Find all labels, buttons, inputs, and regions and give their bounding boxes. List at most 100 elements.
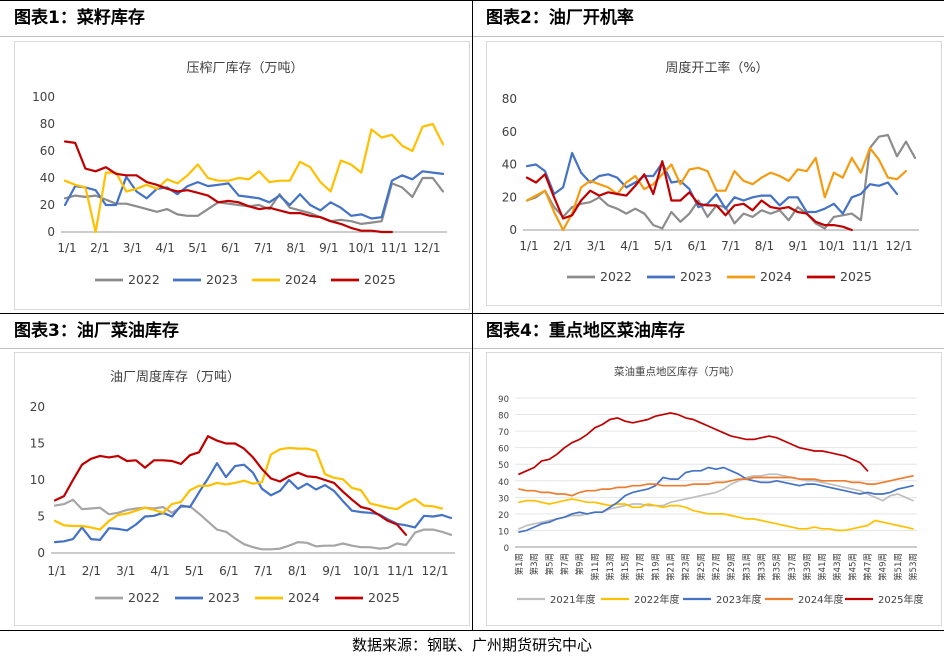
series-line-2025 — [63, 140, 393, 234]
x-tick-label: 第19周 — [650, 553, 661, 581]
legend-item-2025: 2025 — [807, 269, 872, 284]
y-tick-label: 80 — [40, 117, 55, 131]
x-tick-label: 第43周 — [832, 553, 843, 581]
y-tick-label: 20 — [502, 190, 517, 204]
panel-1-title: 图表1：菜籽库存 — [14, 8, 145, 28]
series-line-2021年度 — [518, 473, 914, 530]
y-tick-label: 40 — [498, 478, 509, 488]
x-tick-label: 第31周 — [741, 553, 752, 581]
legend-item-2023: 2023 — [647, 269, 712, 284]
x-tick-label: 第5周 — [544, 553, 555, 575]
y-tick-label: 60 — [502, 125, 517, 139]
y-tick-label: 5 — [37, 510, 45, 524]
x-tick-label: 4/1 — [150, 564, 169, 578]
x-tick-label: 第15周 — [620, 553, 631, 581]
x-tick-label: 6/1 — [219, 564, 238, 578]
chart-4-container: 菜油重点地区库存（万吨） 0 10 20 30 40 50 60 70 80 90 第1周 第3周 第5周… — [486, 352, 942, 626]
series-line-2025 — [53, 435, 408, 536]
x-tick-label: 第13周 — [605, 553, 616, 581]
x-tick-label: 1/1 — [57, 241, 76, 255]
x-tick-label: 第25周 — [696, 553, 707, 581]
x-tick-label: 4/1 — [620, 239, 639, 253]
legend-label: 2024 — [288, 590, 320, 605]
legend-label: 2023 — [680, 269, 712, 284]
chart-1-rapeseed-inventory: 压榨厂库存（万吨） 0 20 40 60 80 100 1/1 2/1 3/1 4/1 5/1 6/1 7… — [32, 60, 447, 287]
chart-3-container: 油厂周度库存（万吨） 0 5 10 15 20 1/1 2/1 3/1 4/1 5/1 6/1 7/1 8… — [14, 352, 470, 626]
legend-item-2024年度: 2024年度 — [765, 593, 843, 606]
chart-2-crush-rate: 周度开工率（%） 0 20 40 60 80 1/1 2/1 3/1 4/1 5/1 6/1 7/1 8/… — [502, 60, 919, 284]
series-line-2024 — [525, 146, 908, 232]
x-tick-label: 第51周 — [893, 553, 904, 581]
x-tick-label: 7/1 — [254, 241, 273, 255]
legend-item-2024: 2024 — [252, 272, 317, 287]
y-tick-label: 10 — [30, 473, 45, 487]
legend-label: 2022年度 — [634, 593, 679, 606]
x-tick-label: 8/1 — [286, 241, 305, 255]
legend-label: 2022 — [600, 269, 632, 284]
y-tick-label: 30 — [498, 494, 509, 504]
legend-item-2024: 2024 — [727, 269, 792, 284]
y-tick-label: 0 — [37, 546, 45, 560]
x-tick-label: 11/1 — [387, 564, 414, 578]
x-tick-label: 第33周 — [756, 553, 767, 581]
x-tick-label: 第49周 — [878, 553, 889, 581]
x-tick-label: 第53周 — [908, 553, 919, 581]
legend-item-2024: 2024 — [255, 590, 320, 605]
frame-center-divider — [472, 0, 473, 630]
x-tick-label: 10/1 — [818, 239, 845, 253]
x-tick-label: 第1周 — [514, 553, 525, 575]
chart-title: 油厂周度库存（万吨） — [110, 369, 240, 385]
x-tick-label: 第27周 — [711, 553, 722, 581]
series-line-2023 — [63, 170, 445, 220]
legend-label: 2025 — [840, 269, 872, 284]
x-tick-label: 7/1 — [721, 239, 740, 253]
x-tick-label: 2/1 — [553, 239, 572, 253]
chart-2-container: 周度开工率（%） 0 20 40 60 80 1/1 2/1 3/1 4/1 5/1 6/1 7/1 8/… — [486, 41, 942, 306]
x-tick-label: 第11周 — [590, 553, 601, 581]
x-tick-label: 4/1 — [156, 241, 175, 255]
series-line-2024 — [63, 122, 445, 234]
x-tick-label: 5/1 — [654, 239, 673, 253]
legend-label: 2021年度 — [550, 593, 595, 606]
x-tick-label: 8/1 — [755, 239, 774, 253]
frame-bottom-border — [0, 630, 944, 631]
series-line-2023年度 — [518, 466, 914, 533]
x-tick-label: 第45周 — [847, 553, 858, 581]
legend-item-2023年度: 2023年度 — [683, 593, 761, 606]
x-tick-label: 9/1 — [322, 564, 341, 578]
y-tick-label: 0 — [509, 223, 517, 237]
x-tick-label: 1/1 — [47, 564, 66, 578]
x-tick-label: 12/1 — [414, 241, 441, 255]
x-tick-label: 第29周 — [726, 553, 737, 581]
x-tick-label: 11/1 — [852, 239, 879, 253]
series-line-2025 — [525, 160, 853, 232]
legend-item-2025: 2025 — [331, 272, 396, 287]
x-tick-label: 第7周 — [559, 553, 570, 575]
y-tick-label: 80 — [498, 412, 509, 422]
legend-label: 2024 — [285, 272, 317, 287]
series-line-2025年度 — [518, 412, 869, 476]
panel-2-title: 图表2：油厂开机率 — [486, 8, 634, 28]
chart-title: 周度开工率（%） — [665, 60, 768, 76]
legend-label: 2023 — [208, 590, 240, 605]
x-tick-label: 第9周 — [575, 553, 586, 575]
x-tick-label: 10/1 — [353, 564, 380, 578]
y-tick-label: 60 — [40, 144, 55, 158]
x-tick-label: 第35周 — [772, 553, 783, 581]
y-tick-label: 60 — [498, 445, 509, 455]
legend-label: 2024 — [760, 269, 792, 284]
y-tick-label: 40 — [502, 158, 517, 172]
y-tick-label: 40 — [40, 171, 55, 185]
x-tick-label: 第17周 — [635, 553, 646, 581]
legend-item-2022: 2022 — [95, 272, 160, 287]
x-tick-label: 5/1 — [188, 241, 207, 255]
chart-3-mill-oil-inventory: 油厂周度库存（万吨） 0 5 10 15 20 1/1 2/1 3/1 4/1 5/1 6/1 7/1 8… — [30, 369, 455, 605]
series-line-2024年度 — [518, 474, 914, 497]
legend-item-2025年度: 2025年度 — [845, 593, 923, 606]
series-line-2022 — [53, 498, 453, 551]
x-tick-label: 3/1 — [116, 564, 135, 578]
series-line-2022 — [63, 176, 445, 225]
x-tick-label: 8/1 — [288, 564, 307, 578]
y-tick-label: 80 — [502, 92, 517, 106]
x-tick-label: 12/1 — [422, 564, 449, 578]
